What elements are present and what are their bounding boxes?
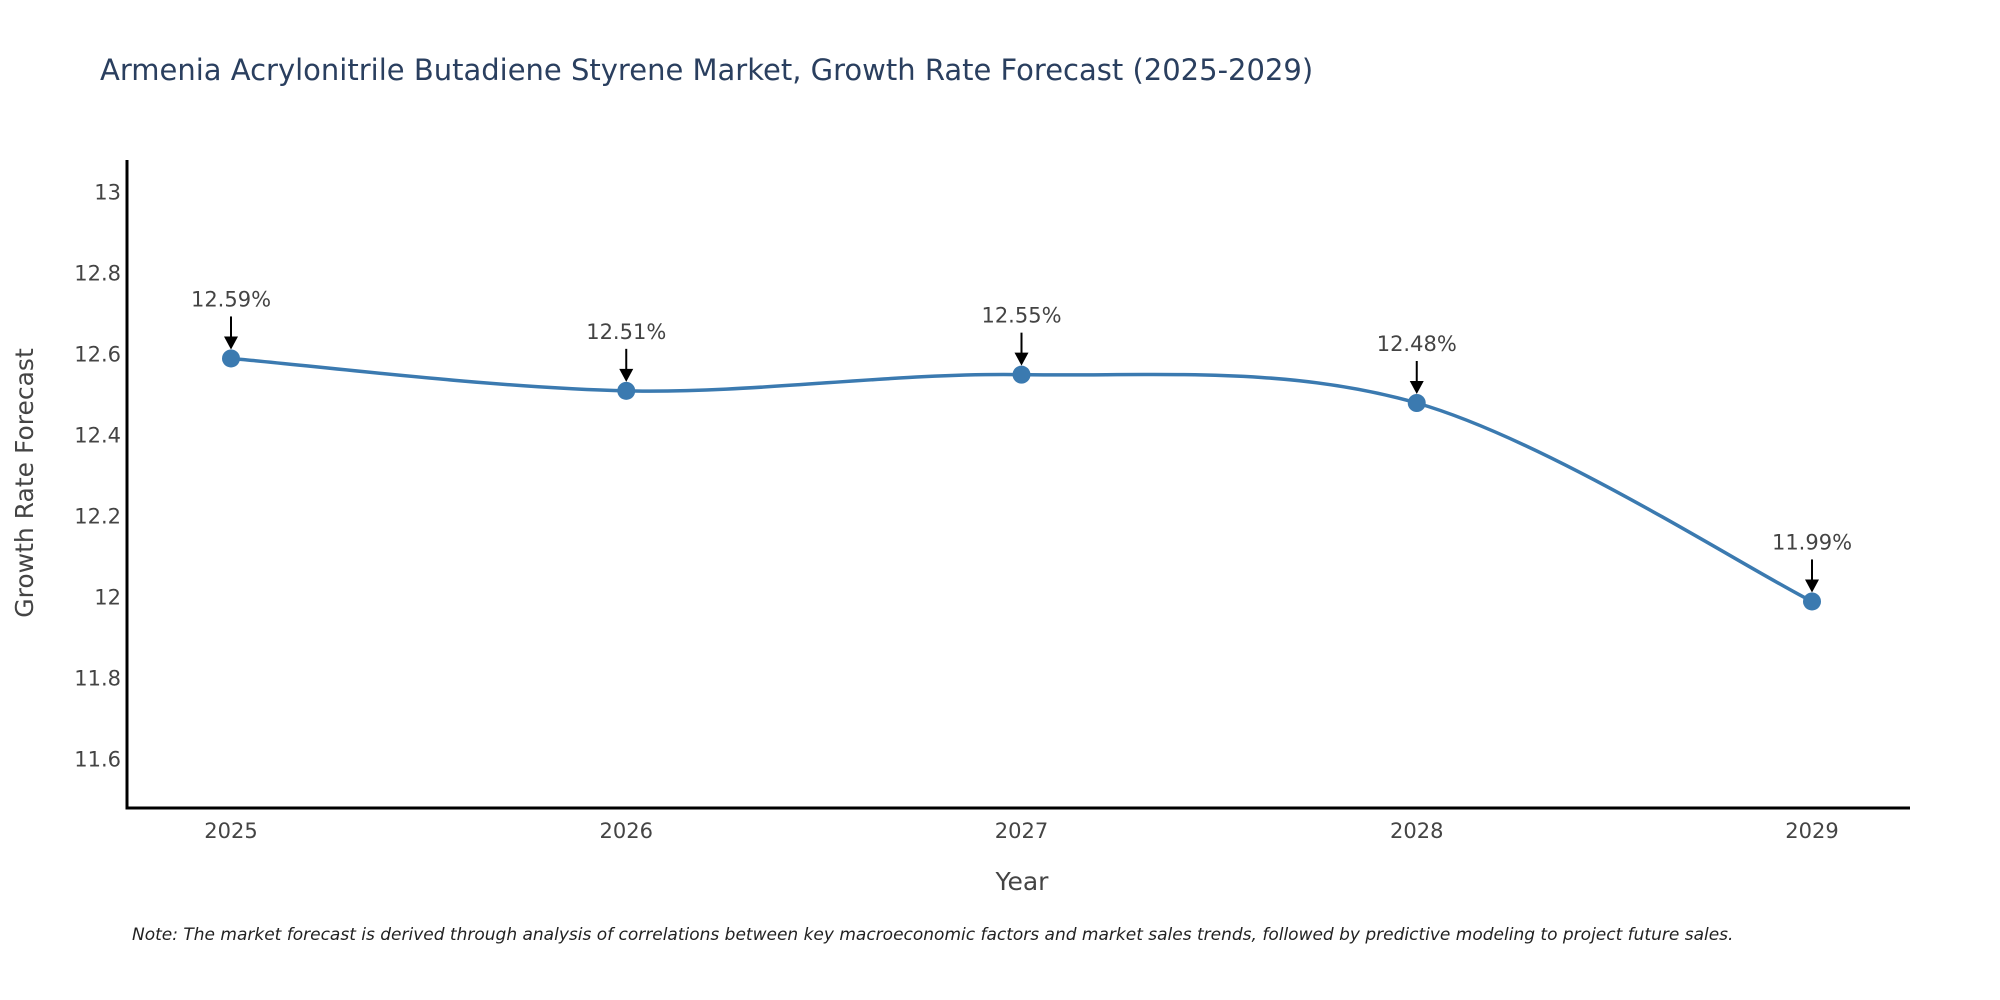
chart-title: Armenia Acrylonitrile Butadiene Styrene …: [100, 53, 1313, 87]
data-point-marker: [1803, 592, 1821, 611]
x-tick-label: 2029: [1785, 819, 1838, 843]
series-line: [230, 356, 1813, 604]
y-tick-label: 12.4: [74, 423, 121, 447]
annotation-arrow-head: [619, 368, 634, 382]
annotation-arrow-head: [224, 336, 238, 350]
x-tick-label: 2025: [204, 819, 257, 843]
y-axis-title: Growth Rate Forecast: [10, 348, 39, 618]
y-tick-label: 12.2: [74, 504, 121, 528]
data-label: 12.55%: [981, 304, 1061, 328]
x-axis-ticks: 2025 2026 2027 2028 2029: [204, 819, 1838, 843]
data-label: 12.48%: [1377, 332, 1457, 356]
y-tick-label: 12: [94, 585, 121, 609]
data-label: 12.59%: [191, 287, 271, 311]
data-point-marker: [1407, 394, 1426, 412]
data-point-marker: [617, 381, 636, 400]
series-markers: [222, 349, 1821, 611]
data-point-marker: [1012, 365, 1031, 384]
x-tick-label: 2026: [600, 819, 653, 843]
annotation-arrow-head: [1409, 381, 1424, 394]
x-tick-label: 2028: [1390, 819, 1443, 843]
annotation-arrow-head: [1805, 579, 1819, 593]
x-tick-label: 2027: [995, 819, 1048, 843]
data-label-annotations: 12.59% 12.51% 12.55% 12.48% 11.99%: [191, 287, 1852, 593]
x-axis-title: Year: [995, 867, 1050, 896]
y-tick-label: 12.8: [74, 261, 121, 285]
y-tick-label: 11.6: [74, 747, 121, 771]
data-point-marker: [222, 349, 240, 368]
y-tick-label: 11.8: [74, 666, 121, 690]
y-axis-ticks: 11.6 11.8 12 12.2 12.4 12.6 12.8 13: [74, 180, 121, 771]
y-tick-label: 13: [94, 180, 121, 204]
y-tick-label: 12.6: [74, 342, 121, 366]
data-label: 12.51%: [586, 320, 666, 344]
data-label: 11.99%: [1772, 530, 1852, 554]
footnote: Note: The market forecast is derived thr…: [132, 925, 1733, 945]
annotation-arrow-head: [1014, 352, 1029, 366]
